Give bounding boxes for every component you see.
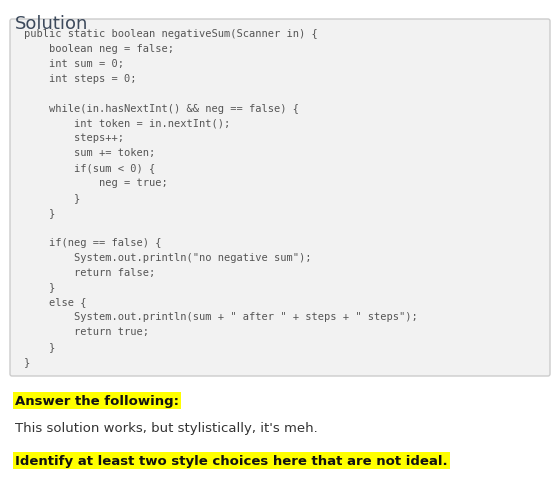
Text: if(sum < 0) {: if(sum < 0) { <box>24 163 155 173</box>
Text: Answer the following:: Answer the following: <box>15 394 179 407</box>
Text: boolean neg = false;: boolean neg = false; <box>24 44 174 54</box>
Text: }: } <box>24 208 55 217</box>
Text: sum += token;: sum += token; <box>24 148 155 158</box>
Text: }: } <box>24 342 55 351</box>
Text: System.out.println("no negative sum");: System.out.println("no negative sum"); <box>24 252 311 262</box>
Text: Identify at least two style choices here that are not ideal.: Identify at least two style choices here… <box>15 454 448 467</box>
Text: neg = true;: neg = true; <box>24 178 168 188</box>
Text: return true;: return true; <box>24 327 149 336</box>
Text: steps++;: steps++; <box>24 133 124 143</box>
Text: }: } <box>24 282 55 292</box>
Text: int steps = 0;: int steps = 0; <box>24 74 137 84</box>
Text: while(in.hasNextInt() && neg == false) {: while(in.hasNextInt() && neg == false) { <box>24 104 299 113</box>
Text: return false;: return false; <box>24 267 155 277</box>
Text: }: } <box>24 356 30 366</box>
Text: This solution works, but stylistically, it's meh.: This solution works, but stylistically, … <box>15 421 317 434</box>
Text: System.out.println(sum + " after " + steps + " steps");: System.out.println(sum + " after " + ste… <box>24 312 418 322</box>
Text: else {: else { <box>24 297 87 307</box>
Text: int sum = 0;: int sum = 0; <box>24 59 124 69</box>
FancyBboxPatch shape <box>10 20 550 376</box>
Text: int token = in.nextInt();: int token = in.nextInt(); <box>24 118 230 128</box>
Text: public static boolean negativeSum(Scanner in) {: public static boolean negativeSum(Scanne… <box>24 29 317 39</box>
Text: Solution: Solution <box>15 15 88 33</box>
Text: if(neg == false) {: if(neg == false) { <box>24 237 161 247</box>
Text: }: } <box>24 193 80 203</box>
